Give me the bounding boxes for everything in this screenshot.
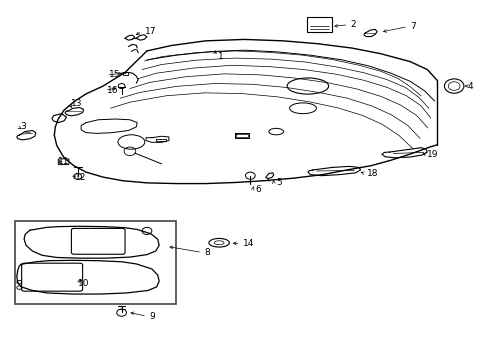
Text: 6: 6: [255, 185, 261, 194]
Text: 8: 8: [204, 248, 210, 257]
Text: 1: 1: [217, 52, 223, 61]
Text: 17: 17: [144, 27, 156, 36]
Text: 5: 5: [276, 178, 282, 187]
Text: 4: 4: [467, 82, 472, 91]
Bar: [15, 221, 176, 304]
Text: 13: 13: [71, 99, 83, 108]
Text: 7: 7: [409, 22, 415, 31]
Text: 10: 10: [78, 279, 89, 288]
Text: 2: 2: [350, 20, 356, 29]
Text: 12: 12: [75, 174, 86, 183]
Text: 9: 9: [149, 312, 155, 321]
Text: 19: 19: [427, 150, 438, 159]
Text: 14: 14: [243, 239, 254, 248]
Text: 18: 18: [366, 169, 378, 178]
Text: 16: 16: [107, 86, 118, 95]
Text: 11: 11: [58, 157, 70, 166]
Text: 3: 3: [20, 122, 26, 131]
Text: 15: 15: [109, 71, 120, 80]
